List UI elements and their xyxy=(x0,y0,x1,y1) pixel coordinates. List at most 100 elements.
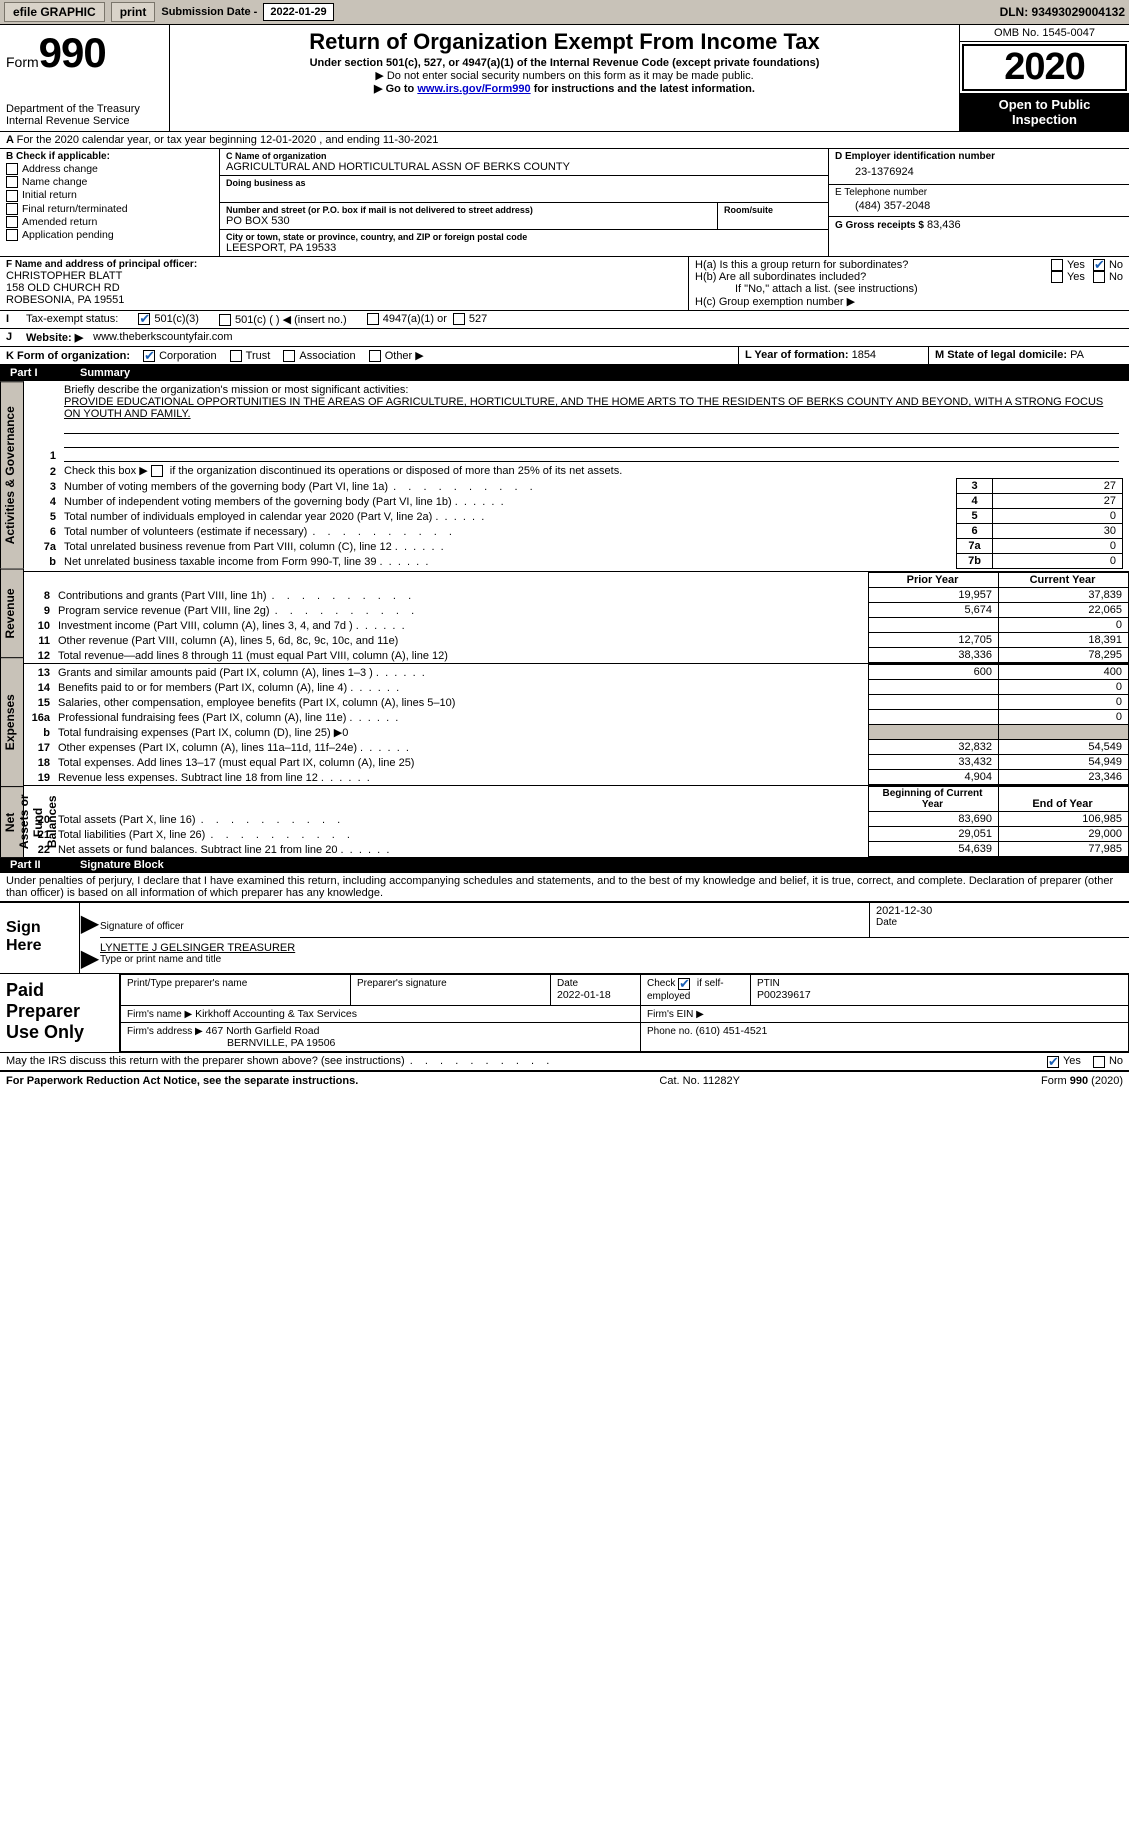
org-name: AGRICULTURAL AND HORTICULTURAL ASSN OF B… xyxy=(226,161,822,173)
row-8: 8Contributions and grants (Part VIII, li… xyxy=(24,588,1129,603)
h-a-label: H(a) Is this a group return for subordin… xyxy=(695,259,1051,271)
row-12: 12Total revenue—add lines 8 through 11 (… xyxy=(24,648,1129,663)
firm-name: Kirkhoff Accounting & Tax Services xyxy=(195,1008,357,1020)
ein-value: 23-1376924 xyxy=(835,162,1123,182)
chk-amended-return[interactable]: Amended return xyxy=(6,216,213,228)
h-b-label: H(b) Are all subordinates included? xyxy=(695,271,1051,283)
officer-addr2: ROBESONIA, PA 19551 xyxy=(6,294,682,306)
form-number: Form990 xyxy=(6,29,163,77)
paid-preparer-label: Paid Preparer Use Only xyxy=(0,974,120,1052)
sig-date-label: Date xyxy=(876,917,1123,928)
chk-application-pending[interactable]: Application pending xyxy=(6,229,213,241)
website-value: www.theberkscountyfair.com xyxy=(93,331,232,344)
row-22: 22Net assets or fund balances. Subtract … xyxy=(24,842,1129,857)
irs-label: Internal Revenue Service xyxy=(6,115,163,127)
row-11: 11Other revenue (Part VIII, column (A), … xyxy=(24,633,1129,648)
firm-ein-label: Firm's EIN ▶ xyxy=(647,1009,704,1020)
g-gross-label: G Gross receipts $ xyxy=(835,220,924,231)
city-state-zip: LEESPORT, PA 19533 xyxy=(226,242,822,254)
chk-assoc[interactable]: Association xyxy=(283,350,355,362)
f-officer-label: F Name and address of principal officer: xyxy=(6,259,682,270)
form990-link[interactable]: www.irs.gov/Form990 xyxy=(417,83,530,95)
c-name-label: C Name of organization xyxy=(226,151,822,161)
chk-4947[interactable]: 4947(a)(1) or xyxy=(367,313,447,326)
vtab-governance: Activities & Governance xyxy=(0,381,24,568)
vtab-expenses: Expenses xyxy=(0,657,24,786)
chk-line2[interactable] xyxy=(151,465,163,477)
line1-label: Briefly describe the organization's miss… xyxy=(64,384,408,396)
chk-527[interactable]: 527 xyxy=(453,313,487,326)
chk-501c3[interactable]: 501(c)(3) xyxy=(138,313,199,326)
open-to-public: Open to PublicInspection xyxy=(960,93,1129,131)
room-label: Room/suite xyxy=(724,205,822,215)
row-4: 4Number of independent voting members of… xyxy=(30,494,1123,509)
footer-left: For Paperwork Reduction Act Notice, see … xyxy=(6,1075,358,1087)
footer-mid: Cat. No. 11282Y xyxy=(659,1075,740,1087)
dln: DLN: 93493029004132 xyxy=(1000,5,1125,19)
sig-officer-label: Signature of officer xyxy=(100,921,869,932)
paid-preparer-block: Paid Preparer Use Only Print/Type prepar… xyxy=(0,974,1129,1053)
discuss-no[interactable]: No xyxy=(1093,1055,1123,1067)
officer-addr1: 158 OLD CHURCH RD xyxy=(6,282,682,294)
submission-date-label: Submission Date - xyxy=(161,6,257,18)
pt-name-label: Print/Type preparer's name xyxy=(127,978,247,989)
chk-name-change[interactable]: Name change xyxy=(6,176,213,188)
form-header: Form990 Department of the Treasury Inter… xyxy=(0,25,1129,132)
form-note-2: ▶ Go to www.irs.gov/Form990 for instruct… xyxy=(180,82,949,95)
chk-final-return[interactable]: Final return/terminated xyxy=(6,203,213,215)
h-b-yes[interactable]: Yes xyxy=(1051,271,1085,283)
row-16a: 16aProfessional fundraising fees (Part I… xyxy=(24,710,1129,725)
chk-self-employed[interactable] xyxy=(678,978,690,990)
efile-button[interactable]: efile GRAPHIC xyxy=(4,2,105,22)
footer-right: Form 990 (2020) xyxy=(1041,1075,1123,1087)
line-j-website: J Website: ▶ www.theberkscountyfair.com xyxy=(0,329,1129,347)
pt-date-label: Date xyxy=(557,978,578,989)
row-14: 14Benefits paid to or for members (Part … xyxy=(24,680,1129,695)
end-year-hdr: End of Year xyxy=(999,787,1129,812)
firm-addr1: 467 North Garfield Road xyxy=(206,1025,320,1037)
ptin-value: P00239617 xyxy=(757,989,811,1001)
form-title: Return of Organization Exempt From Incom… xyxy=(180,29,949,55)
pt-date: 2022-01-18 xyxy=(557,989,611,1001)
row-10: 10Investment income (Part VIII, column (… xyxy=(24,618,1129,633)
phone-value: (484) 357-2048 xyxy=(835,198,1123,214)
print-button[interactable]: print xyxy=(111,2,156,22)
chk-address-change[interactable]: Address change xyxy=(6,163,213,175)
part-2-header: Part IISignature Block xyxy=(0,857,1129,873)
h-c-label: H(c) Group exemption number ▶ xyxy=(695,295,1123,308)
street-label: Number and street (or P.O. box if mail i… xyxy=(226,205,711,215)
d-ein-label: D Employer identification number xyxy=(835,151,1123,162)
signer-name: LYNETTE J GELSINGER TREASURER xyxy=(100,942,1129,954)
row-18: 18Total expenses. Add lines 13–17 (must … xyxy=(24,755,1129,770)
line2: Check this box ▶ if the organization dis… xyxy=(60,463,1123,479)
part-1-body: Activities & Governance Revenue Expenses… xyxy=(0,381,1129,857)
row-16b: bTotal fundraising expenses (Part IX, co… xyxy=(24,725,1129,740)
h-a-yes[interactable]: Yes xyxy=(1051,259,1085,271)
h-a-no[interactable]: No xyxy=(1093,259,1123,271)
line-a-tax-year: A For the 2020 calendar year, or tax yea… xyxy=(0,132,1129,149)
chk-corp[interactable]: Corporation xyxy=(143,350,216,362)
row-3: 3Number of voting members of the governi… xyxy=(30,479,1123,494)
row-20: 20Total assets (Part X, line 16)83,69010… xyxy=(24,812,1129,827)
row-21: 21Total liabilities (Part X, line 26)29,… xyxy=(24,827,1129,842)
vtab-revenue: Revenue xyxy=(0,569,24,658)
section-b-label: B Check if applicable: xyxy=(6,151,213,162)
discuss-yes[interactable]: Yes xyxy=(1047,1055,1081,1067)
chk-initial-return[interactable]: Initial return xyxy=(6,189,213,201)
row-7a: 7aTotal unrelated business revenue from … xyxy=(30,539,1123,554)
pt-sig-label: Preparer's signature xyxy=(357,978,447,989)
h-b-no[interactable]: No xyxy=(1093,271,1123,283)
omb-number: OMB No. 1545-0047 xyxy=(960,25,1129,42)
chk-501c[interactable]: 501(c) ( ) ◀ (insert no.) xyxy=(219,313,347,326)
row-5: 5Total number of individuals employed in… xyxy=(30,509,1123,524)
prior-year-hdr: Prior Year xyxy=(869,573,999,588)
row-9: 9Program service revenue (Part VIII, lin… xyxy=(24,603,1129,618)
year-formation: 1854 xyxy=(852,349,876,361)
line-i-tax-status: I Tax-exempt status: 501(c)(3) 501(c) ( … xyxy=(0,311,1129,329)
sig-date: 2021-12-30 xyxy=(876,905,1123,917)
chk-other[interactable]: Other ▶ xyxy=(369,350,424,362)
chk-trust[interactable]: Trust xyxy=(230,350,271,362)
firm-phone: (610) 451-4521 xyxy=(696,1025,768,1037)
pt-selfemp-label: Check if self-employed xyxy=(647,978,724,1001)
dba-label: Doing business as xyxy=(226,178,822,188)
